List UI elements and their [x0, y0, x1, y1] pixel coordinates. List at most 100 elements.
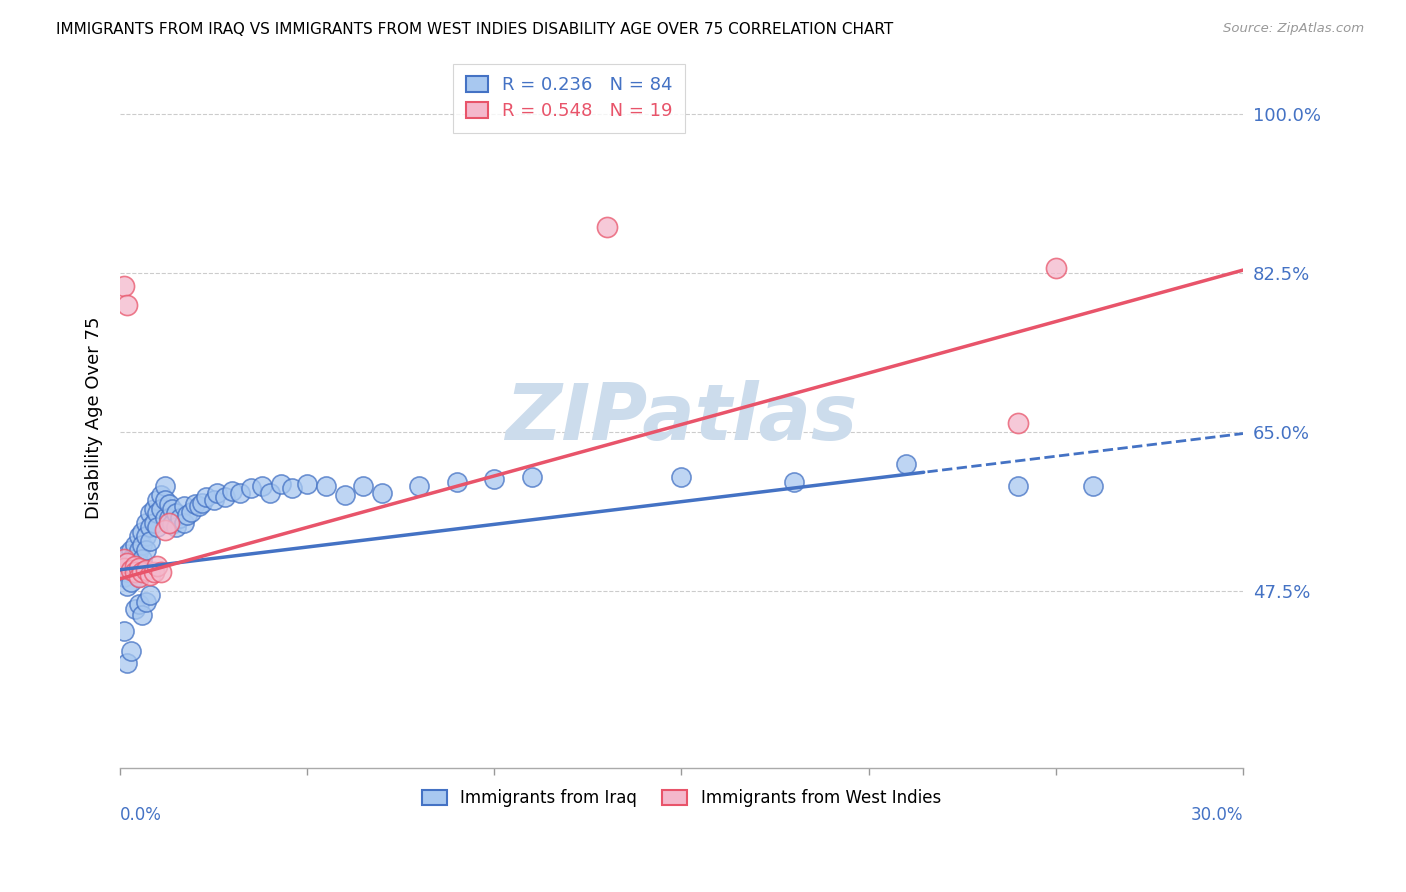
Point — [128, 557, 150, 571]
Point — [229, 486, 252, 500]
Point — [1083, 479, 1105, 493]
Point — [150, 502, 173, 516]
Point — [139, 533, 162, 548]
Point — [195, 490, 218, 504]
Point — [153, 511, 176, 525]
Point — [146, 559, 169, 574]
Point — [150, 566, 173, 580]
Point — [135, 516, 157, 530]
Point — [112, 624, 135, 639]
Point — [146, 492, 169, 507]
Point — [146, 520, 169, 534]
Point — [128, 570, 150, 584]
Text: ZIPatlas: ZIPatlas — [505, 380, 858, 456]
Point — [117, 579, 139, 593]
Point — [894, 457, 917, 471]
Point — [120, 644, 142, 658]
Point — [117, 557, 139, 571]
Point — [153, 492, 176, 507]
Point — [117, 566, 139, 580]
Point — [124, 552, 146, 566]
Point — [112, 279, 135, 293]
Point — [128, 597, 150, 611]
Point — [112, 561, 135, 575]
Point — [139, 568, 162, 582]
Point — [270, 477, 292, 491]
Point — [112, 552, 135, 566]
Point — [157, 497, 180, 511]
Point — [139, 507, 162, 521]
Point — [408, 479, 430, 493]
Legend: Immigrants from Iraq, Immigrants from West Indies: Immigrants from Iraq, Immigrants from We… — [413, 780, 949, 815]
Point — [120, 542, 142, 557]
Point — [112, 561, 135, 575]
Point — [128, 542, 150, 557]
Point — [139, 520, 162, 534]
Point — [124, 566, 146, 580]
Point — [117, 657, 139, 671]
Point — [202, 492, 225, 507]
Point — [146, 507, 169, 521]
Point — [191, 495, 214, 509]
Point — [150, 488, 173, 502]
Point — [120, 552, 142, 566]
Point — [124, 602, 146, 616]
Point — [128, 529, 150, 543]
Point — [180, 505, 202, 519]
Point — [783, 475, 806, 489]
Point — [295, 477, 318, 491]
Point — [176, 508, 198, 523]
Point — [120, 563, 142, 577]
Point — [214, 490, 236, 504]
Point — [120, 574, 142, 589]
Point — [135, 542, 157, 557]
Point — [333, 488, 356, 502]
Point — [165, 520, 187, 534]
Point — [169, 511, 191, 525]
Point — [595, 220, 617, 235]
Point — [142, 516, 165, 530]
Point — [142, 565, 165, 579]
Point — [671, 470, 693, 484]
Point — [112, 552, 135, 566]
Point — [207, 486, 229, 500]
Point — [128, 561, 150, 575]
Point — [371, 486, 394, 500]
Point — [135, 595, 157, 609]
Point — [117, 297, 139, 311]
Point — [131, 538, 153, 552]
Point — [173, 499, 195, 513]
Text: Source: ZipAtlas.com: Source: ZipAtlas.com — [1223, 22, 1364, 36]
Point — [139, 588, 162, 602]
Point — [135, 563, 157, 577]
Point — [1045, 261, 1067, 276]
Point — [187, 499, 209, 513]
Point — [131, 552, 153, 566]
Point — [1007, 416, 1029, 430]
Point — [240, 481, 263, 495]
Point — [120, 561, 142, 575]
Point — [250, 479, 273, 493]
Point — [162, 517, 184, 532]
Point — [165, 507, 187, 521]
Point — [281, 481, 304, 495]
Point — [184, 497, 207, 511]
Point — [162, 502, 184, 516]
Y-axis label: Disability Age Over 75: Disability Age Over 75 — [86, 317, 103, 519]
Point — [117, 547, 139, 561]
Point — [124, 566, 146, 580]
Point — [135, 529, 157, 543]
Point — [259, 486, 281, 500]
Point — [112, 570, 135, 584]
Point — [131, 608, 153, 623]
Point — [124, 538, 146, 552]
Text: 30.0%: 30.0% — [1191, 806, 1243, 824]
Point — [1007, 479, 1029, 493]
Text: 0.0%: 0.0% — [120, 806, 162, 824]
Point — [153, 523, 176, 537]
Point — [446, 475, 468, 489]
Point — [352, 479, 374, 493]
Point — [484, 472, 506, 486]
Point — [315, 479, 337, 493]
Point — [124, 559, 146, 574]
